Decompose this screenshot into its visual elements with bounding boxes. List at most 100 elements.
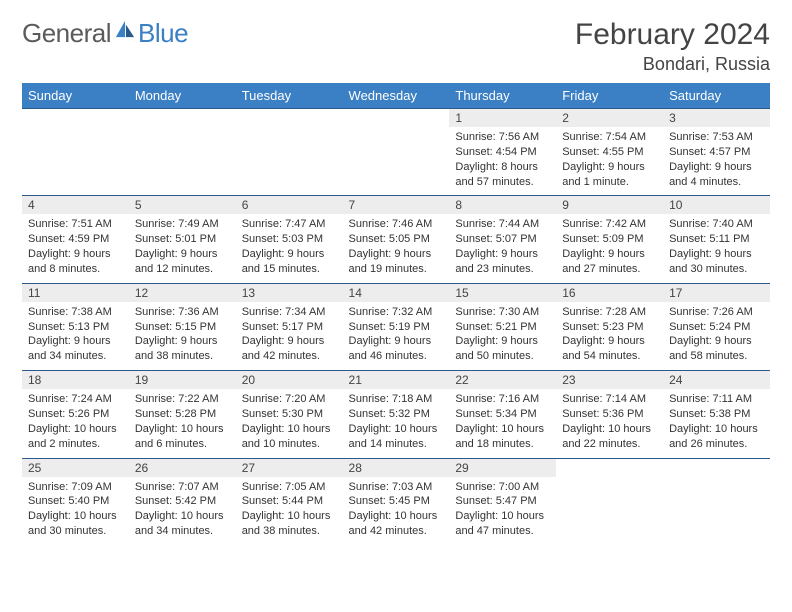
body-row: Sunrise: 7:24 AMSunset: 5:26 PMDaylight:…	[22, 389, 770, 458]
sunrise-text: Sunrise: 7:38 AM	[28, 305, 123, 320]
daylight-text: and 22 minutes.	[562, 437, 657, 452]
sunrise-text: Sunrise: 7:42 AM	[562, 217, 657, 232]
daylight-text: Daylight: 9 hours	[349, 247, 444, 262]
day-number: 23	[562, 373, 575, 387]
sail-icon	[114, 19, 136, 39]
day-body-cell: Sunrise: 7:46 AMSunset: 5:05 PMDaylight:…	[343, 214, 450, 283]
sunset-text: Sunset: 5:07 PM	[455, 232, 550, 247]
day-number-cell: 22	[449, 371, 556, 390]
daylight-text: Daylight: 10 hours	[349, 422, 444, 437]
day-number: 24	[669, 373, 682, 387]
logo-text-general: General	[22, 18, 111, 49]
daylight-text: and 10 minutes.	[242, 437, 337, 452]
day-number: 4	[28, 198, 35, 212]
day-number: 13	[242, 286, 255, 300]
day-body-cell: Sunrise: 7:24 AMSunset: 5:26 PMDaylight:…	[22, 389, 129, 458]
sunrise-text: Sunrise: 7:18 AM	[349, 392, 444, 407]
sunrise-text: Sunrise: 7:11 AM	[669, 392, 764, 407]
daynum-row: 2526272829	[22, 458, 770, 477]
day-number-cell: 14	[343, 283, 450, 302]
day-body-cell: Sunrise: 7:18 AMSunset: 5:32 PMDaylight:…	[343, 389, 450, 458]
day-body-cell: Sunrise: 7:14 AMSunset: 5:36 PMDaylight:…	[556, 389, 663, 458]
daylight-text: and 6 minutes.	[135, 437, 230, 452]
sunrise-text: Sunrise: 7:34 AM	[242, 305, 337, 320]
daylight-text: Daylight: 10 hours	[562, 422, 657, 437]
sunset-text: Sunset: 5:30 PM	[242, 407, 337, 422]
sunset-text: Sunset: 5:03 PM	[242, 232, 337, 247]
day-number-cell: 20	[236, 371, 343, 390]
day-body-cell: Sunrise: 7:53 AMSunset: 4:57 PMDaylight:…	[663, 127, 770, 196]
daylight-text: Daylight: 9 hours	[669, 160, 764, 175]
sunrise-text: Sunrise: 7:22 AM	[135, 392, 230, 407]
sunrise-text: Sunrise: 7:00 AM	[455, 480, 550, 495]
day-number-cell: 24	[663, 371, 770, 390]
daylight-text: Daylight: 10 hours	[28, 509, 123, 524]
day-number-cell: 15	[449, 283, 556, 302]
day-number-cell: 4	[22, 196, 129, 215]
day-number-cell: 3	[663, 109, 770, 128]
daylight-text: Daylight: 8 hours	[455, 160, 550, 175]
daylight-text: and 15 minutes.	[242, 262, 337, 277]
sunset-text: Sunset: 5:42 PM	[135, 494, 230, 509]
daylight-text: and 58 minutes.	[669, 349, 764, 364]
day-number-cell: 16	[556, 283, 663, 302]
day-number: 1	[455, 111, 462, 125]
daylight-text: and 14 minutes.	[349, 437, 444, 452]
day-body-cell: Sunrise: 7:28 AMSunset: 5:23 PMDaylight:…	[556, 302, 663, 371]
sunset-text: Sunset: 5:24 PM	[669, 320, 764, 335]
day-number: 5	[135, 198, 142, 212]
daynum-row: 45678910	[22, 196, 770, 215]
body-row: Sunrise: 7:09 AMSunset: 5:40 PMDaylight:…	[22, 477, 770, 545]
dayhead-sat: Saturday	[663, 83, 770, 109]
dayhead-fri: Friday	[556, 83, 663, 109]
daylight-text: and 57 minutes.	[455, 175, 550, 190]
daylight-text: Daylight: 9 hours	[28, 334, 123, 349]
day-number-cell: 17	[663, 283, 770, 302]
day-body-cell: Sunrise: 7:36 AMSunset: 5:15 PMDaylight:…	[129, 302, 236, 371]
day-number-cell: 26	[129, 458, 236, 477]
daylight-text: Daylight: 10 hours	[455, 509, 550, 524]
day-number-cell: 7	[343, 196, 450, 215]
daylight-text: Daylight: 10 hours	[669, 422, 764, 437]
daylight-text: Daylight: 9 hours	[562, 334, 657, 349]
day-number-cell: 1	[449, 109, 556, 128]
daylight-text: Daylight: 10 hours	[28, 422, 123, 437]
day-number-cell: 5	[129, 196, 236, 215]
day-body-cell: Sunrise: 7:51 AMSunset: 4:59 PMDaylight:…	[22, 214, 129, 283]
location-label: Bondari, Russia	[575, 54, 770, 75]
dayhead-wed: Wednesday	[343, 83, 450, 109]
day-number: 10	[669, 198, 682, 212]
sunset-text: Sunset: 5:17 PM	[242, 320, 337, 335]
sunrise-text: Sunrise: 7:46 AM	[349, 217, 444, 232]
sunset-text: Sunset: 4:57 PM	[669, 145, 764, 160]
day-number-cell	[343, 109, 450, 128]
day-number: 27	[242, 461, 255, 475]
sunrise-text: Sunrise: 7:30 AM	[455, 305, 550, 320]
sunrise-text: Sunrise: 7:47 AM	[242, 217, 337, 232]
daylight-text: and 12 minutes.	[135, 262, 230, 277]
day-body-cell: Sunrise: 7:42 AMSunset: 5:09 PMDaylight:…	[556, 214, 663, 283]
day-number-cell	[236, 109, 343, 128]
sunrise-text: Sunrise: 7:16 AM	[455, 392, 550, 407]
day-body-cell: Sunrise: 7:22 AMSunset: 5:28 PMDaylight:…	[129, 389, 236, 458]
sunset-text: Sunset: 4:55 PM	[562, 145, 657, 160]
daylight-text: Daylight: 9 hours	[135, 247, 230, 262]
body-row: Sunrise: 7:56 AMSunset: 4:54 PMDaylight:…	[22, 127, 770, 196]
sunset-text: Sunset: 5:34 PM	[455, 407, 550, 422]
sunrise-text: Sunrise: 7:05 AM	[242, 480, 337, 495]
sunset-text: Sunset: 5:05 PM	[349, 232, 444, 247]
title-block: February 2024 Bondari, Russia	[575, 18, 770, 75]
day-body-cell	[22, 127, 129, 196]
sunset-text: Sunset: 5:19 PM	[349, 320, 444, 335]
day-number: 8	[455, 198, 462, 212]
day-number: 2	[562, 111, 569, 125]
page-title: February 2024	[575, 18, 770, 52]
day-body-cell: Sunrise: 7:40 AMSunset: 5:11 PMDaylight:…	[663, 214, 770, 283]
daylight-text: and 47 minutes.	[455, 524, 550, 539]
daylight-text: and 38 minutes.	[242, 524, 337, 539]
daylight-text: Daylight: 10 hours	[242, 509, 337, 524]
daylight-text: and 2 minutes.	[28, 437, 123, 452]
header: General Blue February 2024 Bondari, Russ…	[22, 18, 770, 75]
day-number: 12	[135, 286, 148, 300]
daylight-text: and 4 minutes.	[669, 175, 764, 190]
